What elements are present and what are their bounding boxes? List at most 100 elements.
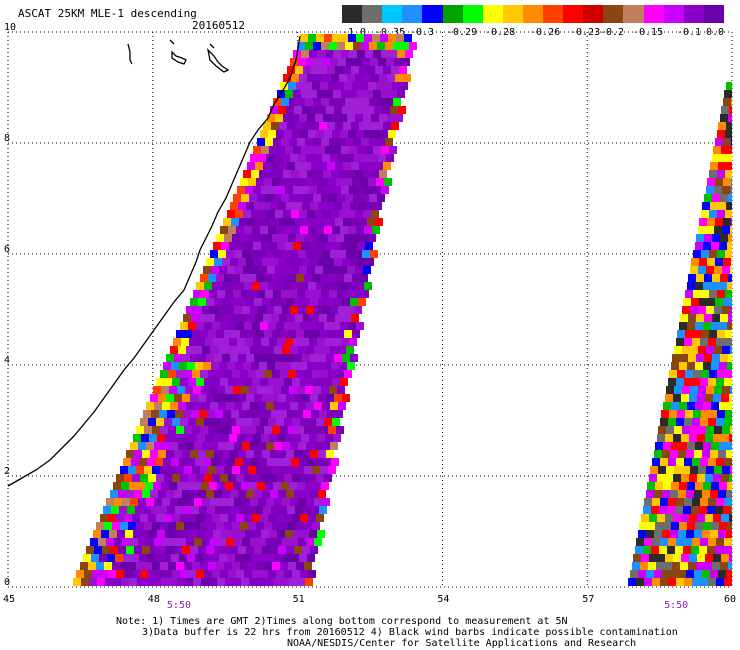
heatmap-cell xyxy=(726,162,732,170)
heatmap-cell xyxy=(269,530,277,538)
heatmap-cell xyxy=(721,474,729,482)
heatmap-cell xyxy=(225,578,233,586)
heatmap-cell xyxy=(282,442,290,450)
heatmap-cell xyxy=(360,82,368,90)
heatmap-cell xyxy=(230,490,238,498)
heatmap-cell xyxy=(647,482,655,490)
heatmap-cell xyxy=(719,442,727,450)
heatmap-cell xyxy=(76,570,84,578)
heatmap-cell xyxy=(178,538,186,546)
heatmap-cell xyxy=(273,386,281,394)
heatmap-cell xyxy=(157,530,165,538)
heatmap-cell xyxy=(112,522,120,530)
heatmap-cell xyxy=(237,242,245,250)
heatmap-cell xyxy=(264,466,272,474)
heatmap-cell xyxy=(291,458,299,466)
heatmap-cell xyxy=(265,482,273,490)
heatmap-cell xyxy=(268,282,276,290)
heatmap-cell xyxy=(346,346,354,354)
heatmap-cell xyxy=(640,562,648,570)
heatmap-cell xyxy=(682,426,690,434)
heatmap-cell xyxy=(188,322,196,330)
heatmap-cell xyxy=(717,330,725,338)
heatmap-cell xyxy=(346,58,354,66)
heatmap-cell xyxy=(194,442,202,450)
heatmap-cell xyxy=(188,514,196,522)
heatmap-cell xyxy=(252,226,260,234)
heatmap-cell xyxy=(294,450,302,458)
heatmap-cell xyxy=(244,570,252,578)
heatmap-cell xyxy=(304,234,312,242)
heatmap-cell xyxy=(202,346,210,354)
heatmap-cell xyxy=(652,458,660,466)
heatmap-cell xyxy=(142,546,150,554)
heatmap-cell xyxy=(162,402,170,410)
heatmap-cell xyxy=(375,66,383,74)
heatmap-cell xyxy=(270,202,278,210)
heatmap-cell xyxy=(260,322,268,330)
heatmap-cell xyxy=(198,546,206,554)
heatmap-cell xyxy=(246,450,254,458)
heatmap-cell xyxy=(328,274,336,282)
heatmap-cell xyxy=(695,322,703,330)
heatmap-cell xyxy=(379,74,387,82)
heatmap-cell xyxy=(321,138,329,146)
heatmap-cell xyxy=(224,562,232,570)
heatmap-cell xyxy=(137,578,145,586)
heatmap-cell xyxy=(241,194,249,202)
heatmap-cell xyxy=(325,338,333,346)
heatmap-cell xyxy=(692,378,700,386)
heatmap-cell xyxy=(394,58,402,66)
heatmap-cell xyxy=(266,250,274,258)
heatmap-cell xyxy=(345,98,353,106)
heatmap-cell xyxy=(200,466,208,474)
heatmap-cell xyxy=(292,570,300,578)
heatmap-cell xyxy=(331,266,339,274)
heatmap-cell xyxy=(260,514,268,522)
heatmap-cell xyxy=(353,194,361,202)
heatmap-cell xyxy=(721,554,729,562)
heatmap-cell xyxy=(370,154,378,162)
heatmap-cell xyxy=(327,218,335,226)
heatmap-cell xyxy=(288,522,296,530)
heatmap-cell xyxy=(351,66,359,74)
heatmap-cell xyxy=(341,242,349,250)
heatmap-cell xyxy=(325,434,333,442)
heatmap-cell xyxy=(246,298,254,306)
heatmap-cell xyxy=(133,530,141,538)
heatmap-cell xyxy=(358,298,366,306)
heatmap-cell xyxy=(107,554,115,562)
heatmap-cell xyxy=(220,378,228,386)
heatmap-cell xyxy=(179,362,187,370)
heatmap-cell xyxy=(288,426,296,434)
heatmap-cell xyxy=(263,314,271,322)
heatmap-cell xyxy=(648,562,656,570)
heatmap-cell xyxy=(228,322,236,330)
heatmap-cell xyxy=(695,362,703,370)
heatmap-cell xyxy=(720,314,728,322)
heatmap-cell xyxy=(723,258,731,266)
heatmap-cell xyxy=(221,530,229,538)
heatmap-cell xyxy=(718,450,726,458)
heatmap-cell xyxy=(178,346,186,354)
heatmap-cell xyxy=(103,506,111,514)
heatmap-cell xyxy=(210,402,218,410)
heatmap-cell xyxy=(681,394,689,402)
heatmap-cell xyxy=(280,426,288,434)
heatmap-cell xyxy=(214,490,222,498)
heatmap-cell xyxy=(288,178,296,186)
heatmap-cell xyxy=(222,546,230,554)
heatmap-cell xyxy=(188,570,196,578)
heatmap-cell xyxy=(304,330,312,338)
heatmap-cell xyxy=(730,426,732,434)
heatmap-cell xyxy=(247,162,255,170)
heatmap-cell xyxy=(180,474,188,482)
swath-west xyxy=(73,34,417,586)
heatmap-cell xyxy=(312,178,320,186)
heatmap-cell xyxy=(310,202,318,210)
heatmap-cell xyxy=(321,386,329,394)
heatmap-cell xyxy=(191,410,199,418)
heatmap-cell xyxy=(270,354,278,362)
heatmap-cell xyxy=(684,578,692,586)
heatmap-cell xyxy=(705,514,713,522)
